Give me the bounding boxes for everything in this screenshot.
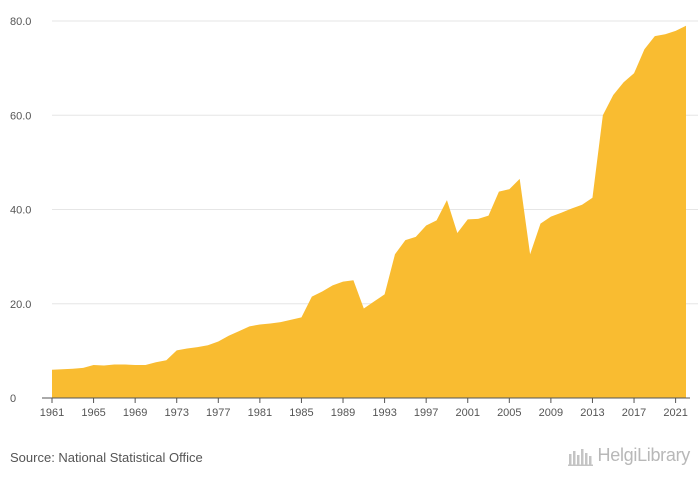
brand-logo: HelgiLibrary [567,445,691,466]
x-tick-label: 1973 [164,407,188,419]
y-tick-label: 0 [10,393,16,405]
y-tick-label: 20.0 [10,299,31,311]
brand-name: HelgiLibrary [597,445,691,465]
source-note: Source: National Statistical Office [10,450,203,465]
x-tick-label: 1981 [248,407,272,419]
library-icon [567,448,593,466]
x-tick-label: 2017 [622,407,646,419]
x-tick-label: 1997 [414,407,438,419]
x-tick-label: 1989 [331,407,355,419]
x-tick-label: 1993 [372,407,396,419]
y-tick-label: 80.0 [10,16,31,28]
series-area [52,25,686,399]
x-tick-label: 2021 [663,407,687,419]
y-tick-label: 60.0 [10,110,31,122]
x-tick-label: 1969 [123,407,147,419]
x-tick-label: 1961 [40,407,64,419]
x-tick-label: 2009 [539,407,563,419]
y-tick-label: 40.0 [10,205,31,217]
x-tick-label: 1985 [289,407,313,419]
area-chart: 020.040.060.080.0 1961 1965 1969 1973 1977 19… [10,16,698,419]
x-axis: 1961 1965 1969 1973 1977 1981 1985 1989 1993 1997… [40,397,690,419]
x-tick-label: 1965 [81,407,105,419]
x-tick-label: 2005 [497,407,521,419]
x-tick-label: 1977 [206,407,230,419]
y-axis: 0 20.0 40.0 60.0 80.0 [10,16,31,405]
x-tick-label: 2001 [455,407,479,419]
x-tick-label: 2013 [580,407,604,419]
